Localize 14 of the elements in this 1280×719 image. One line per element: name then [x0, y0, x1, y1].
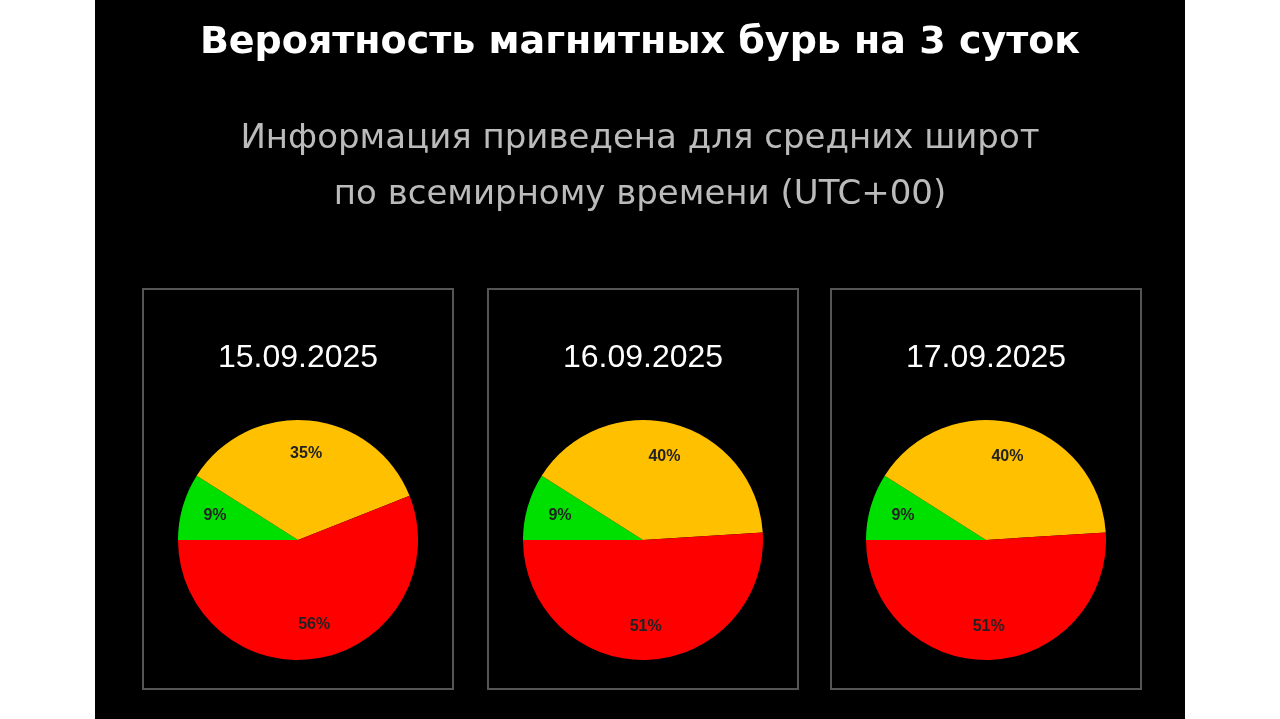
text: Вероятность магнитных бурь на 3 суток: [198, 18, 1082, 62]
data-label: 9%: [548, 506, 572, 524]
chart-title: 15.09.2025: [216, 338, 380, 375]
chart-title: 17.09.2025: [904, 338, 1068, 375]
chart-title: 16.09.2025: [561, 338, 725, 375]
data-label: 51%: [629, 616, 662, 634]
data-label: 9%: [891, 506, 915, 524]
data-label: 40%: [991, 446, 1024, 464]
text: Информация приведена для средних широт по всемирному времени (UTC+00): [240, 115, 1040, 214]
data-label: 51%: [972, 616, 1005, 634]
data-label: 40%: [648, 446, 681, 464]
data-label: 56%: [298, 615, 331, 633]
data-label: 35%: [290, 444, 323, 462]
data-label: 9%: [203, 506, 227, 524]
